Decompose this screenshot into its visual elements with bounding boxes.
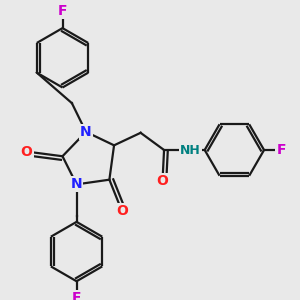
Text: NH: NH (180, 143, 201, 157)
Text: O: O (157, 174, 168, 188)
Text: O: O (21, 145, 32, 159)
Text: N: N (80, 125, 92, 139)
Text: N: N (71, 177, 82, 191)
Text: F: F (72, 291, 81, 300)
Text: O: O (116, 204, 128, 218)
Text: F: F (58, 4, 67, 18)
Text: F: F (277, 143, 286, 157)
